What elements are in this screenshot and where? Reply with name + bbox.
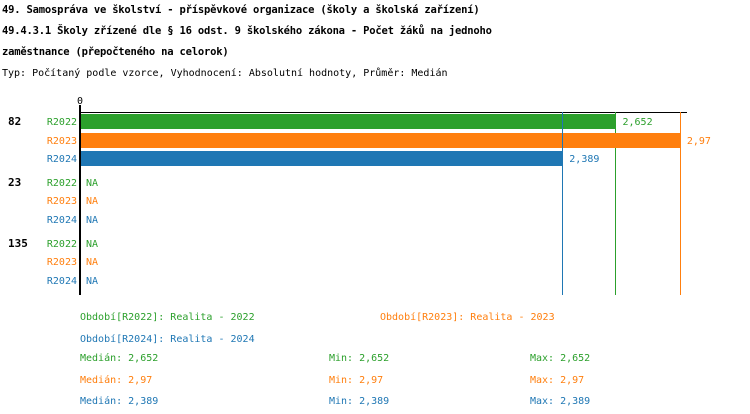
bar <box>81 132 681 148</box>
period-label: R2024 <box>46 154 77 166</box>
legend-item-r2023: Období[R2023]: Realita - 2023 <box>380 312 555 323</box>
na-label: NA <box>86 238 99 250</box>
na-label: NA <box>86 215 99 226</box>
period-label: R2023 <box>46 257 77 269</box>
legend-item-r2024: Období[R2024]: Realita - 2024 <box>80 334 255 345</box>
median-line <box>562 112 564 295</box>
value-label: 2,652 <box>622 117 653 128</box>
stat-median: Medián: 2,389 <box>80 396 159 407</box>
legend-item-r2022: Období[R2022]: Realita - 2022 <box>80 312 255 323</box>
y-axis-line <box>79 105 81 295</box>
stat-median: Medián: 2,97 <box>80 375 153 386</box>
median-line <box>615 112 617 295</box>
bar <box>81 151 564 167</box>
stat-max: Max: 2,97 <box>530 375 585 386</box>
period-label: R2023 <box>46 135 77 147</box>
period-label: R2022 <box>46 117 77 128</box>
report-title-line1: 49. Samospráva ve školství - příspěvkové… <box>2 4 480 16</box>
na-label: NA <box>86 275 99 287</box>
stat-min: Min: 2,652 <box>329 353 390 364</box>
na-label: NA <box>86 257 99 269</box>
stat-min: Min: 2,97 <box>329 375 384 386</box>
period-label: R2022 <box>46 177 77 189</box>
stat-max: Max: 2,652 <box>530 353 591 364</box>
group-label: 135 <box>8 236 28 250</box>
period-label: R2023 <box>46 196 77 208</box>
zero-tick-label: 0 <box>77 96 84 107</box>
value-label: 2,97 <box>686 135 711 147</box>
na-label: NA <box>86 196 99 208</box>
report-title-line3: zaměstnance (přepočteného na celorok) <box>2 46 229 58</box>
stat-median: Medián: 2,652 <box>80 353 159 364</box>
group-label: 82 <box>8 115 22 128</box>
bar <box>81 114 617 129</box>
stat-min: Min: 2,389 <box>329 396 390 407</box>
stat-max: Max: 2,389 <box>530 396 591 407</box>
x-axis-line <box>80 112 687 113</box>
value-label: 2,389 <box>569 154 600 166</box>
period-label: R2024 <box>46 275 77 287</box>
na-label: NA <box>86 177 99 189</box>
report-subtitle: Typ: Počítaný podle vzorce, Vyhodnocení:… <box>2 68 448 79</box>
report-title-line2: 49.4.3.1 Školy zřízené dle § 16 odst. 9 … <box>2 25 492 37</box>
median-line <box>679 112 681 295</box>
period-label: R2024 <box>46 215 77 226</box>
period-label: R2022 <box>46 238 77 250</box>
group-label: 23 <box>8 175 22 189</box>
